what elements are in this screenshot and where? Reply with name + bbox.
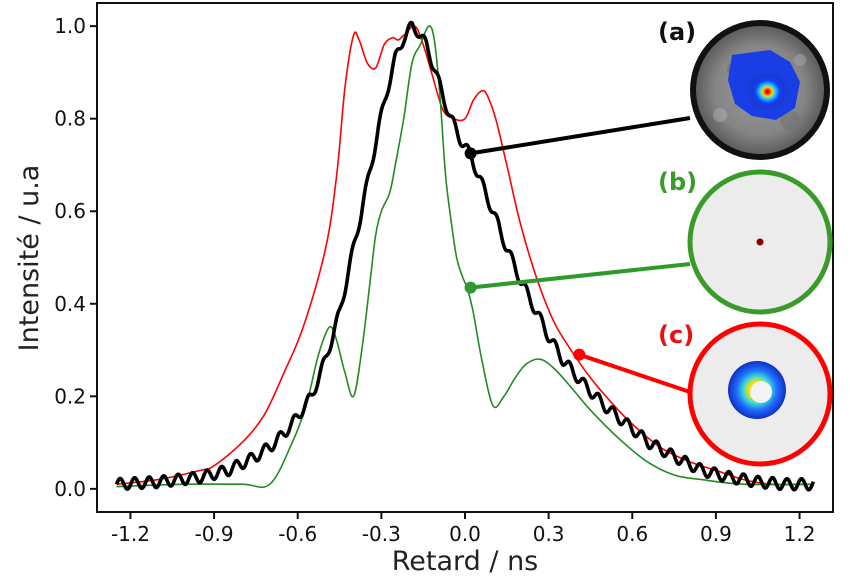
inset-a-label: (a) <box>658 18 696 46</box>
x-tick-label: -1.2 <box>111 522 150 546</box>
y-tick-label: 0.2 <box>54 384 86 408</box>
x-axis-ticks: -1.2 -0.9 -0.6 -0.3 0.0 0.3 0.6 0.9 1.2 <box>111 512 816 546</box>
x-tick-label: 1.2 <box>784 522 816 546</box>
series-line-2 <box>114 20 816 492</box>
y-tick-label: 1.0 <box>54 14 86 38</box>
series-layer <box>114 20 816 492</box>
x-tick-label: 0.3 <box>533 522 565 546</box>
inset-c-label: (c) <box>658 321 694 349</box>
x-tick-label: -0.3 <box>362 522 401 546</box>
y-tick-label: 0.8 <box>54 107 86 131</box>
annotation-marker-2 <box>573 348 586 361</box>
inset-b: (b) <box>658 168 833 315</box>
x-tick-label: -0.9 <box>195 522 234 546</box>
x-tick-label: 0.6 <box>616 522 648 546</box>
y-tick-label: 0.0 <box>54 477 86 501</box>
inset-b-label: (b) <box>658 168 697 196</box>
series-line-0 <box>116 25 814 486</box>
inset-b-dot <box>756 238 764 246</box>
annotation-marker-1 <box>464 281 477 294</box>
x-axis-title: Retard / ns <box>392 546 539 577</box>
series-line-1 <box>116 25 814 489</box>
x-tick-label: 0.9 <box>700 522 732 546</box>
inset-c: (c) <box>658 321 833 467</box>
y-tick-label: 0.4 <box>54 292 86 316</box>
annotation-lines <box>464 116 691 394</box>
annotation-line-0 <box>470 116 691 156</box>
annotation-line-2 <box>578 352 691 394</box>
annotation-line-1 <box>470 262 691 290</box>
x-tick-label: 0.0 <box>449 522 481 546</box>
x-tick-label: -0.6 <box>278 522 317 546</box>
y-axis-title: Intensité / u.a <box>14 165 45 352</box>
y-tick-label: 0.6 <box>54 199 86 223</box>
inset-a: (a) <box>658 18 830 160</box>
annotation-marker-0 <box>464 147 477 160</box>
y-axis-ticks: 0.0 0.2 0.4 0.6 0.8 1.0 <box>54 14 97 501</box>
